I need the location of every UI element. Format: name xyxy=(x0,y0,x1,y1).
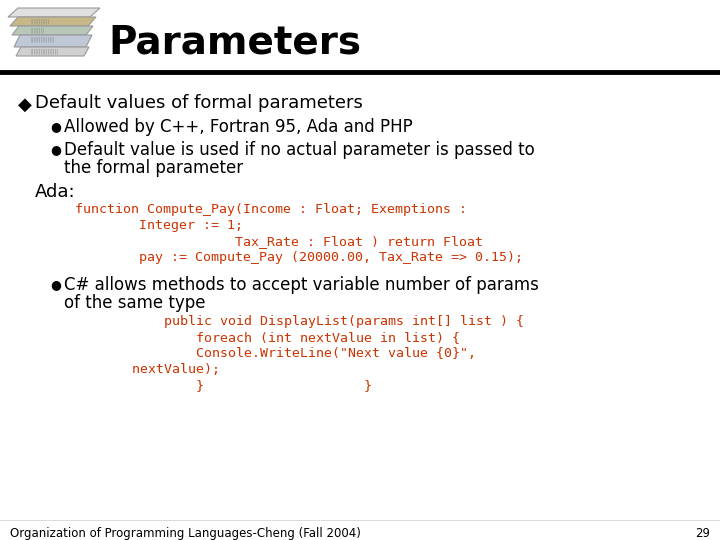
Text: Tax_Rate : Float ) return Float: Tax_Rate : Float ) return Float xyxy=(75,235,483,248)
Text: public void DisplayList(params int[] list ) {: public void DisplayList(params int[] lis… xyxy=(100,315,524,328)
Text: ||||||||||||||||: |||||||||||||||| xyxy=(30,48,58,54)
Text: ||||||||||||||: |||||||||||||| xyxy=(30,36,55,42)
Polygon shape xyxy=(8,8,100,17)
Text: ●: ● xyxy=(50,143,61,156)
Text: Default value is used if no actual parameter is passed to: Default value is used if no actual param… xyxy=(64,141,535,159)
Polygon shape xyxy=(10,17,96,26)
Text: Parameters: Parameters xyxy=(108,23,361,61)
Text: function Compute_Pay(Income : Float; Exemptions :: function Compute_Pay(Income : Float; Exe… xyxy=(75,203,467,216)
Text: ◆: ◆ xyxy=(18,96,32,114)
Text: Console.WriteLine("Next value {0}",: Console.WriteLine("Next value {0}", xyxy=(100,347,476,360)
Polygon shape xyxy=(16,47,89,56)
Text: Integer := 1;: Integer := 1; xyxy=(75,219,243,232)
Text: of the same type: of the same type xyxy=(64,294,205,312)
Text: nextValue);: nextValue); xyxy=(100,363,220,376)
Text: C# allows methods to accept variable number of params: C# allows methods to accept variable num… xyxy=(64,276,539,294)
Text: 29: 29 xyxy=(695,527,710,540)
Text: ●: ● xyxy=(50,120,61,133)
Text: Ada:: Ada: xyxy=(35,183,76,201)
Text: Organization of Programming Languages-Cheng (Fall 2004): Organization of Programming Languages-Ch… xyxy=(10,527,361,540)
Text: ●: ● xyxy=(50,278,61,291)
Text: the formal parameter: the formal parameter xyxy=(64,159,243,177)
Text: foreach (int nextValue in list) {: foreach (int nextValue in list) { xyxy=(100,331,460,344)
Text: ||||||||: |||||||| xyxy=(30,27,44,33)
Text: }                    }: } } xyxy=(100,379,372,392)
Text: Default values of formal parameters: Default values of formal parameters xyxy=(35,94,363,112)
Text: Allowed by C++, Fortran 95, Ada and PHP: Allowed by C++, Fortran 95, Ada and PHP xyxy=(64,118,413,136)
Polygon shape xyxy=(12,26,93,35)
Text: |||||||||||: ||||||||||| xyxy=(30,18,49,24)
Text: pay := Compute_Pay (20000.00, Tax_Rate => 0.15);: pay := Compute_Pay (20000.00, Tax_Rate =… xyxy=(75,251,523,264)
Polygon shape xyxy=(14,35,92,47)
